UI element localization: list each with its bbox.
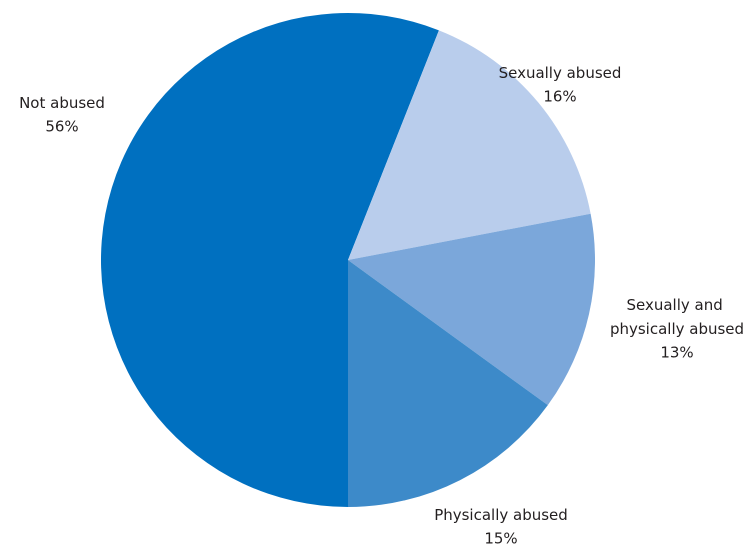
slice-value-label: 56% — [45, 118, 78, 136]
pie-slice — [348, 30, 591, 260]
slice-value-label: 16% — [543, 88, 576, 106]
slice-value-label: 15% — [484, 530, 517, 545]
pie-slice — [101, 12, 439, 507]
pie-slice — [348, 260, 548, 507]
slice-value-label: 13% — [660, 344, 693, 362]
slice-label: Physically abused — [434, 506, 568, 524]
slice-label: Sexually abused — [499, 64, 622, 82]
slice-label: Sexually and physically abused — [610, 296, 744, 338]
slice-label: Not abused — [19, 94, 105, 112]
pie-slice — [348, 213, 595, 406]
